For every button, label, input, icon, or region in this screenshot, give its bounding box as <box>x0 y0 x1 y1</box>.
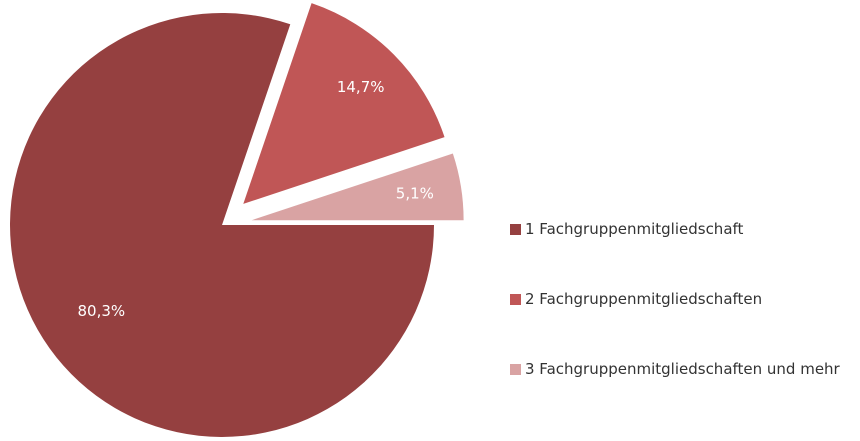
data-label: 80,3% <box>78 302 126 320</box>
data-label: 14,7% <box>337 78 385 96</box>
legend-item: 1 Fachgruppenmitgliedschaft <box>510 218 855 288</box>
legend: 1 Fachgruppenmitgliedschaft 2 Fachgruppen… <box>510 218 855 428</box>
pie-slice <box>251 153 464 221</box>
pie: 80,3% 14,7% 5,1% <box>10 3 464 438</box>
legend-label: 3 Fachgruppenmitgliedschaften und mehr <box>525 360 840 378</box>
legend-item: 3 Fachgruppenmitgliedschaften und mehr <box>510 358 855 428</box>
legend-swatch <box>510 364 521 375</box>
legend-label: 2 Fachgruppenmitgliedschaften <box>525 290 763 308</box>
legend-item: 2 Fachgruppenmitgliedschaften <box>510 288 855 358</box>
data-label: 5,1% <box>396 184 434 202</box>
legend-swatch <box>510 294 521 305</box>
pie-slice <box>243 3 445 204</box>
pie-slice <box>10 13 434 438</box>
legend-swatch <box>510 224 521 235</box>
legend-label: 1 Fachgruppenmitgliedschaft <box>525 220 744 238</box>
